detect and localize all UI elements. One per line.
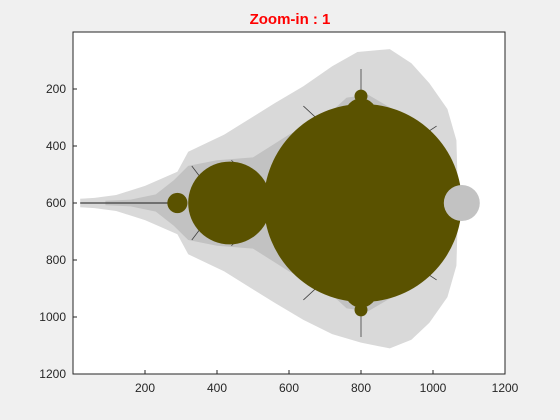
mandelbrot-interior bbox=[167, 89, 462, 317]
y-tick-label: 1200 bbox=[39, 367, 66, 381]
mandelbrot-image bbox=[80, 49, 480, 349]
x-tick-label: 1000 bbox=[420, 381, 447, 395]
y-tick-label: 400 bbox=[46, 139, 66, 153]
bottom-bulb bbox=[344, 275, 378, 308]
plot-area bbox=[72, 31, 506, 375]
y-tick-label: 1000 bbox=[39, 310, 66, 324]
y-axis: 200 400 600 800 1000 1200 bbox=[39, 82, 77, 381]
y-tick-label: 800 bbox=[46, 253, 66, 267]
x-tick-label: 1200 bbox=[492, 381, 519, 395]
bottom-small-bulb bbox=[354, 303, 368, 317]
top-small-bulb bbox=[354, 89, 368, 103]
chart-title: Zoom-in : 1 bbox=[250, 11, 331, 28]
small-left-bulb bbox=[167, 192, 188, 214]
cardioid-notch bbox=[443, 185, 480, 221]
x-axis: 200 400 600 800 1000 1200 bbox=[135, 370, 519, 395]
x-tick-label: 200 bbox=[135, 381, 155, 395]
top-bulb bbox=[344, 98, 378, 131]
cardioid-body bbox=[263, 104, 462, 302]
x-tick-label: 400 bbox=[207, 381, 227, 395]
y-tick-label: 200 bbox=[46, 82, 66, 96]
x-tick-label: 800 bbox=[351, 381, 371, 395]
period-2-bulb bbox=[188, 161, 271, 245]
y-tick-label: 600 bbox=[46, 196, 66, 210]
x-tick-label: 600 bbox=[279, 381, 299, 395]
